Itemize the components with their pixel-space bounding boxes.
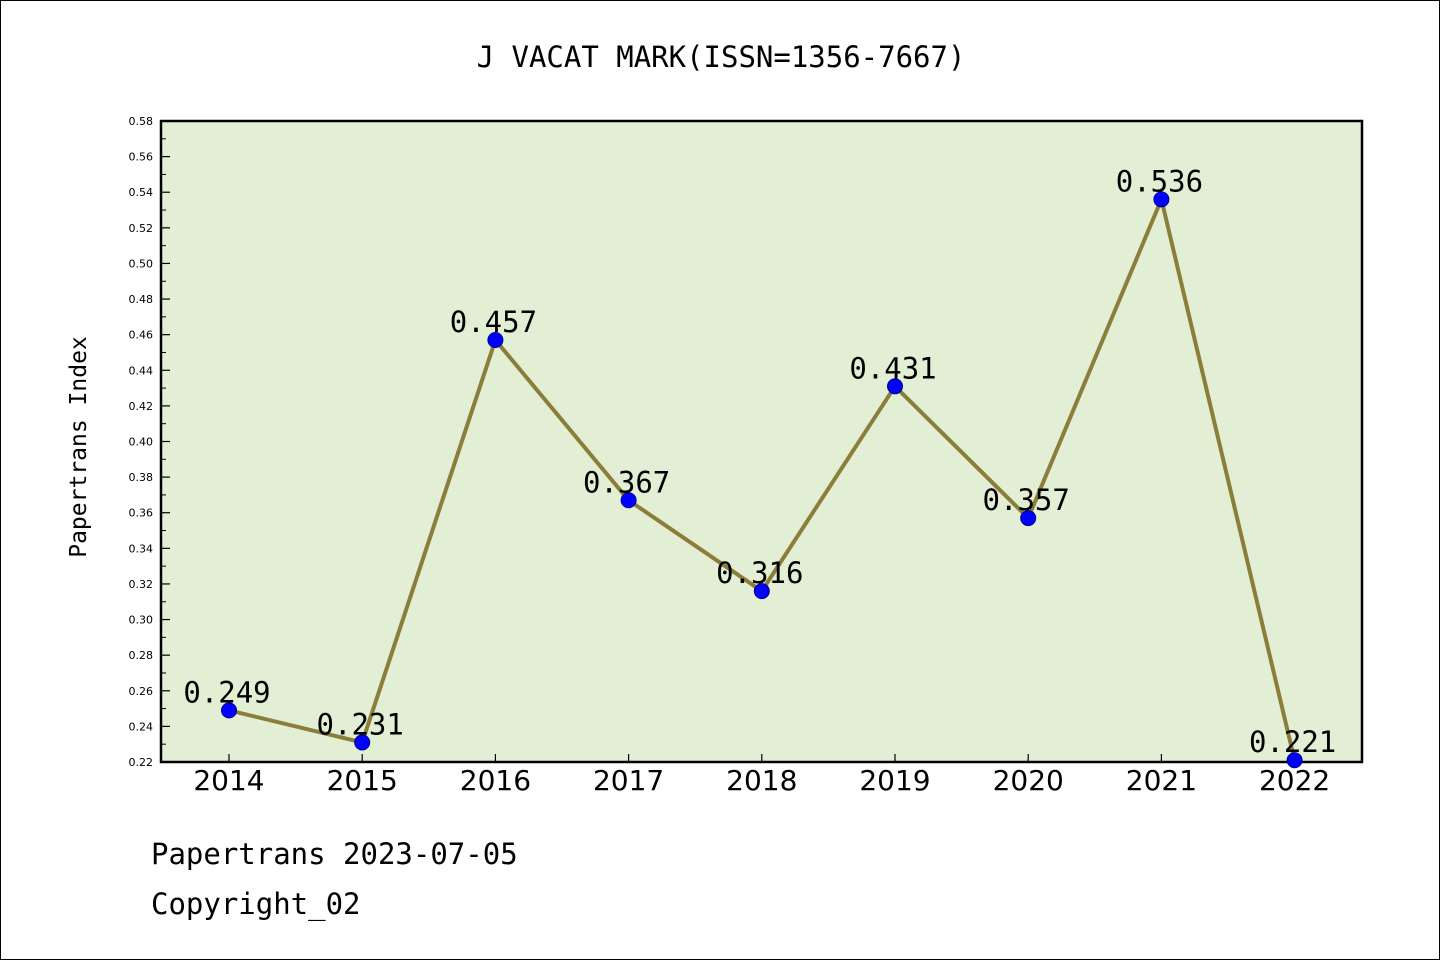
data-point-2019 xyxy=(887,378,903,395)
footer-copyright: Copyright_02 xyxy=(151,887,361,921)
data-label-2020: 0.357 xyxy=(983,483,1070,517)
plot-area xyxy=(159,119,1364,764)
data-point-2014 xyxy=(221,702,237,719)
data-point-2020 xyxy=(1020,510,1037,527)
x-tick-label: 2014 xyxy=(193,764,264,797)
data-label-2021: 0.536 xyxy=(1116,164,1203,198)
y-tick-label: 0.22 xyxy=(129,756,154,769)
y-tick-label: 0.32 xyxy=(129,578,154,591)
y-axis-ticks: 0.22 0.24 0.26 0.28 0.30 0.32 0.34 0.36 0.38 0.40… xyxy=(129,115,170,769)
y-tick-label: 0.44 xyxy=(129,364,154,377)
y-tick-label: 0.58 xyxy=(129,115,154,128)
x-tick-label: 2016 xyxy=(460,764,531,797)
data-label-2022: 0.221 xyxy=(1249,725,1336,759)
data-label-2017: 0.367 xyxy=(583,465,670,499)
y-tick-label: 0.42 xyxy=(129,400,154,413)
footer-source: Papertrans 2023-07-05 xyxy=(151,837,518,871)
y-tick-label: 0.52 xyxy=(129,222,154,235)
y-tick-label: 0.30 xyxy=(129,614,154,627)
y-tick-label: 0.24 xyxy=(129,720,154,733)
x-tick-label: 2018 xyxy=(726,764,797,797)
data-labels: 0.249 0.231 0.457 0.367 0.316 0.431 0.357 0.536… xyxy=(183,164,1336,759)
data-label-2018: 0.316 xyxy=(716,556,803,590)
x-tick-label: 2017 xyxy=(593,764,664,797)
y-tick-label: 0.54 xyxy=(129,186,154,199)
y-tick-label: 0.50 xyxy=(129,257,154,270)
y-tick-label: 0.26 xyxy=(129,685,154,698)
data-markers xyxy=(221,191,1303,769)
y-tick-label: 0.36 xyxy=(129,507,154,520)
data-label-2014: 0.249 xyxy=(183,675,270,709)
data-point-2016 xyxy=(487,332,504,349)
data-label-2016: 0.457 xyxy=(450,305,537,339)
y-tick-label: 0.46 xyxy=(129,329,154,342)
x-axis-ticks: 2014 2015 2016 2017 2018 2019 2020 2021 2022 xyxy=(193,754,1330,797)
data-point-2021 xyxy=(1153,191,1170,208)
data-point-2022 xyxy=(1286,752,1303,769)
data-label-2019: 0.431 xyxy=(849,351,936,385)
y-tick-label: 0.40 xyxy=(129,436,154,449)
y-axis-label: Papertrans Index xyxy=(66,336,92,558)
data-point-2017 xyxy=(620,492,637,509)
data-point-2018 xyxy=(753,583,770,600)
y-tick-label: 0.56 xyxy=(129,151,154,164)
y-tick-label: 0.34 xyxy=(129,542,154,555)
x-tick-label: 2020 xyxy=(993,764,1064,797)
x-tick-label: 2015 xyxy=(327,764,398,797)
y-tick-label: 0.48 xyxy=(129,293,154,306)
x-tick-label: 2022 xyxy=(1259,764,1330,797)
data-label-2015: 0.231 xyxy=(317,707,404,741)
chart-title: J VACAT MARK(ISSN=1356-7667) xyxy=(477,40,966,74)
x-tick-label: 2019 xyxy=(859,764,930,797)
x-tick-label: 2021 xyxy=(1126,764,1197,797)
y-tick-label: 0.38 xyxy=(129,471,154,484)
data-point-2015 xyxy=(354,734,371,751)
y-tick-label: 0.28 xyxy=(129,649,154,662)
